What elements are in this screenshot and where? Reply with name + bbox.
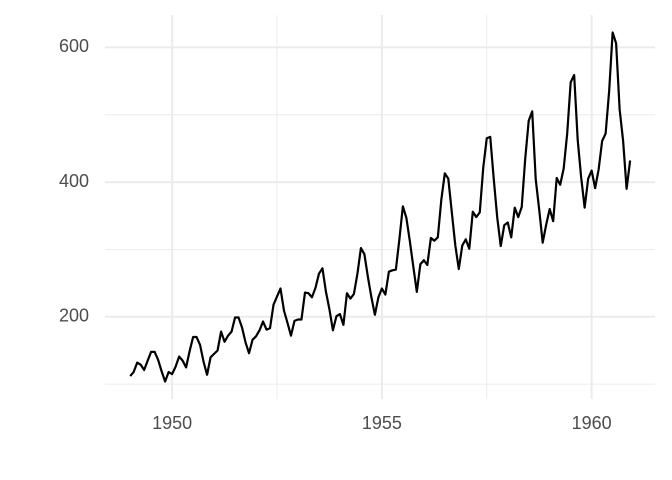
y-tick-label: 600 — [59, 36, 89, 56]
y-tick-label: 200 — [59, 306, 89, 326]
x-tick-label: 1950 — [152, 413, 192, 433]
x-tick-label: 1960 — [572, 413, 612, 433]
line — [129, 31, 632, 383]
y-tick-label: 400 — [59, 171, 89, 191]
x-tick-label: 1955 — [362, 413, 402, 433]
